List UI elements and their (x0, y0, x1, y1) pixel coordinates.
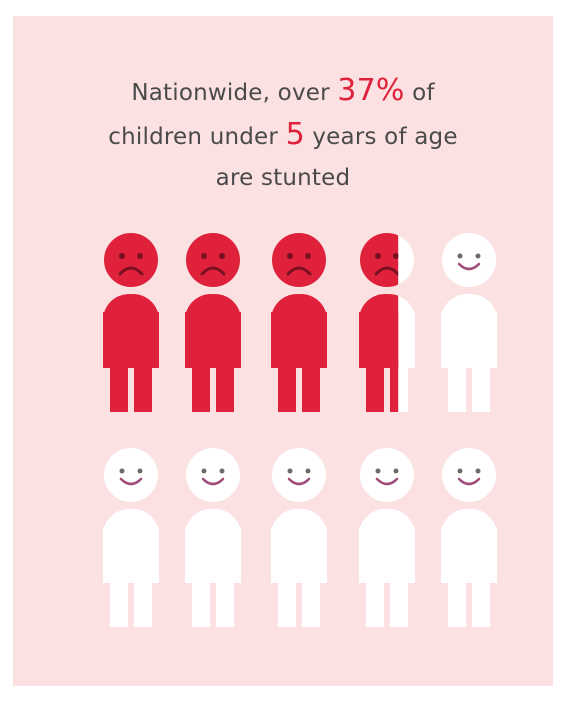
healthy-child-figure (95, 447, 167, 627)
sad-child-icon (103, 233, 159, 412)
stunted-child-figure (177, 232, 249, 412)
headline-text: years of age (304, 124, 458, 150)
headline-line-1: Nationwide, over 37% of (0, 70, 566, 114)
healthy-child-figure (263, 447, 335, 627)
healthy-child-figure (433, 447, 505, 627)
healthy-child-figure (433, 232, 505, 412)
happy-child-icon (103, 448, 159, 627)
headline-text: of (404, 80, 435, 106)
happy-child-icon (441, 233, 497, 412)
stunting-percentage: 37% (337, 73, 405, 108)
healthy-child-figure (177, 447, 249, 627)
happy-child-icon (441, 448, 497, 627)
happy-child-icon (185, 448, 241, 627)
headline-text: are stunted (215, 165, 351, 191)
headline-line-2: children under 5 years of age (0, 114, 566, 158)
healthy-child-figure (351, 447, 423, 627)
sad-child-icon (271, 233, 327, 412)
partially-stunted-child-figure (351, 232, 423, 412)
sad-child-icon (359, 233, 415, 412)
stunted-child-figure (95, 232, 167, 412)
happy-child-icon (359, 448, 415, 627)
headline: Nationwide, over 37% of children under 5… (0, 70, 566, 199)
happy-child-icon (271, 448, 327, 627)
age-threshold: 5 (285, 117, 305, 152)
stunted-child-figure (263, 232, 335, 412)
headline-line-3: are stunted (0, 158, 566, 199)
headline-text: Nationwide, over (131, 80, 338, 106)
headline-text: children under (108, 124, 286, 150)
sad-child-icon (185, 233, 241, 412)
